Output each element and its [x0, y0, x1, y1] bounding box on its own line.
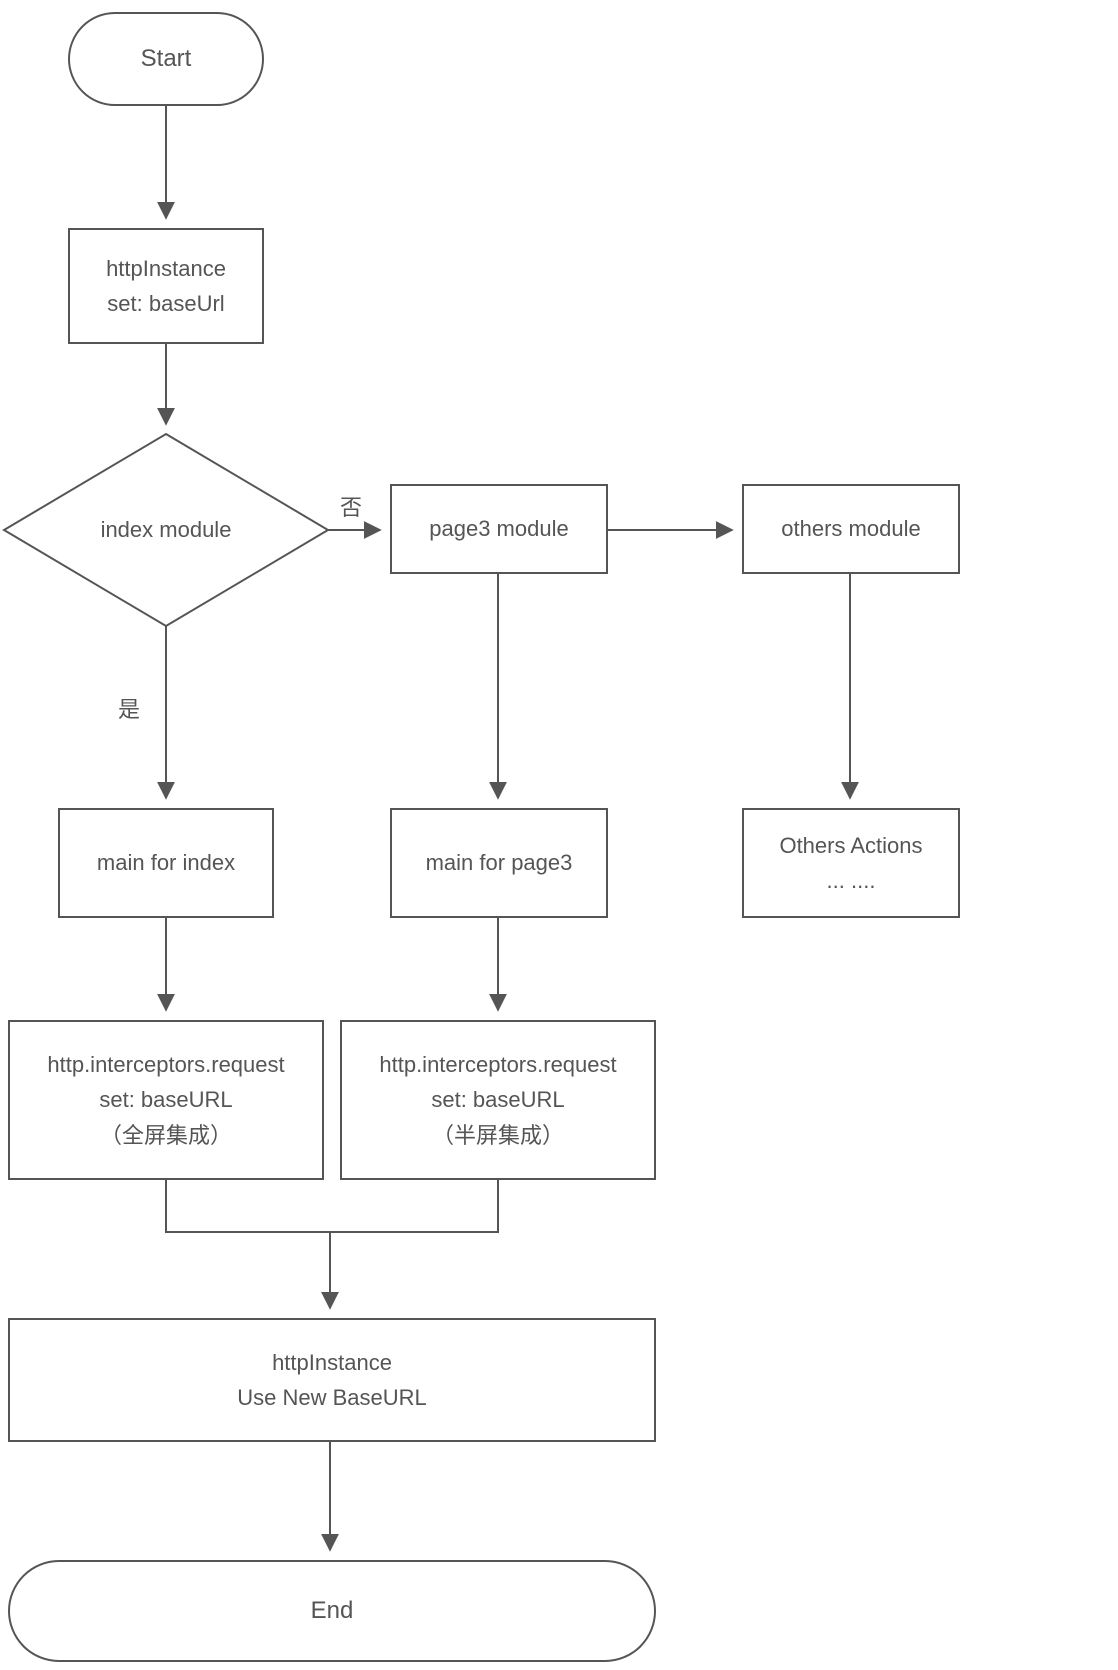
node-end: End: [8, 1560, 656, 1662]
node-http-instance-line1: httpInstance: [106, 251, 226, 286]
node-use-new-baseurl-line1: httpInstance: [272, 1345, 392, 1380]
node-start-label: Start: [141, 40, 192, 78]
node-main-for-page3-label: main for page3: [426, 845, 573, 880]
edge-label-yes: 是: [118, 692, 140, 724]
node-others-actions-line2: ... ....: [827, 863, 876, 898]
node-page3-module-label: page3 module: [429, 511, 568, 546]
node-interceptors-half-line3: （半屏集成）: [432, 1118, 564, 1153]
node-use-new-baseurl: httpInstance Use New BaseURL: [8, 1318, 656, 1442]
edge-label-no: 否: [340, 490, 362, 522]
node-interceptors-half: http.interceptors.request set: baseURL （…: [340, 1020, 656, 1180]
node-others-actions: Others Actions ... ....: [742, 808, 960, 918]
node-others-module: others module: [742, 484, 960, 574]
node-decision-index-label: index module: [101, 512, 232, 547]
node-interceptors-full-line2: set: baseURL: [99, 1082, 232, 1117]
node-interceptors-full-line3: （全屏集成）: [100, 1118, 232, 1153]
node-others-actions-line1: Others Actions: [779, 828, 922, 863]
node-http-instance-line2: set: baseUrl: [107, 286, 224, 321]
node-interceptors-half-line1: http.interceptors.request: [379, 1047, 616, 1082]
node-page3-module: page3 module: [390, 484, 608, 574]
node-main-for-page3: main for page3: [390, 808, 608, 918]
node-use-new-baseurl-line2: Use New BaseURL: [237, 1380, 427, 1415]
node-interceptors-full: http.interceptors.request set: baseURL （…: [8, 1020, 324, 1180]
node-interceptors-full-line1: http.interceptors.request: [47, 1047, 284, 1082]
node-main-for-index: main for index: [58, 808, 274, 918]
node-start: Start: [68, 12, 264, 106]
node-interceptors-half-line2: set: baseURL: [431, 1082, 564, 1117]
node-http-instance: httpInstance set: baseUrl: [68, 228, 264, 344]
node-decision-index: index module: [56, 508, 276, 552]
node-main-for-index-label: main for index: [97, 845, 235, 880]
node-others-module-label: others module: [781, 511, 920, 546]
node-end-label: End: [311, 1592, 354, 1630]
